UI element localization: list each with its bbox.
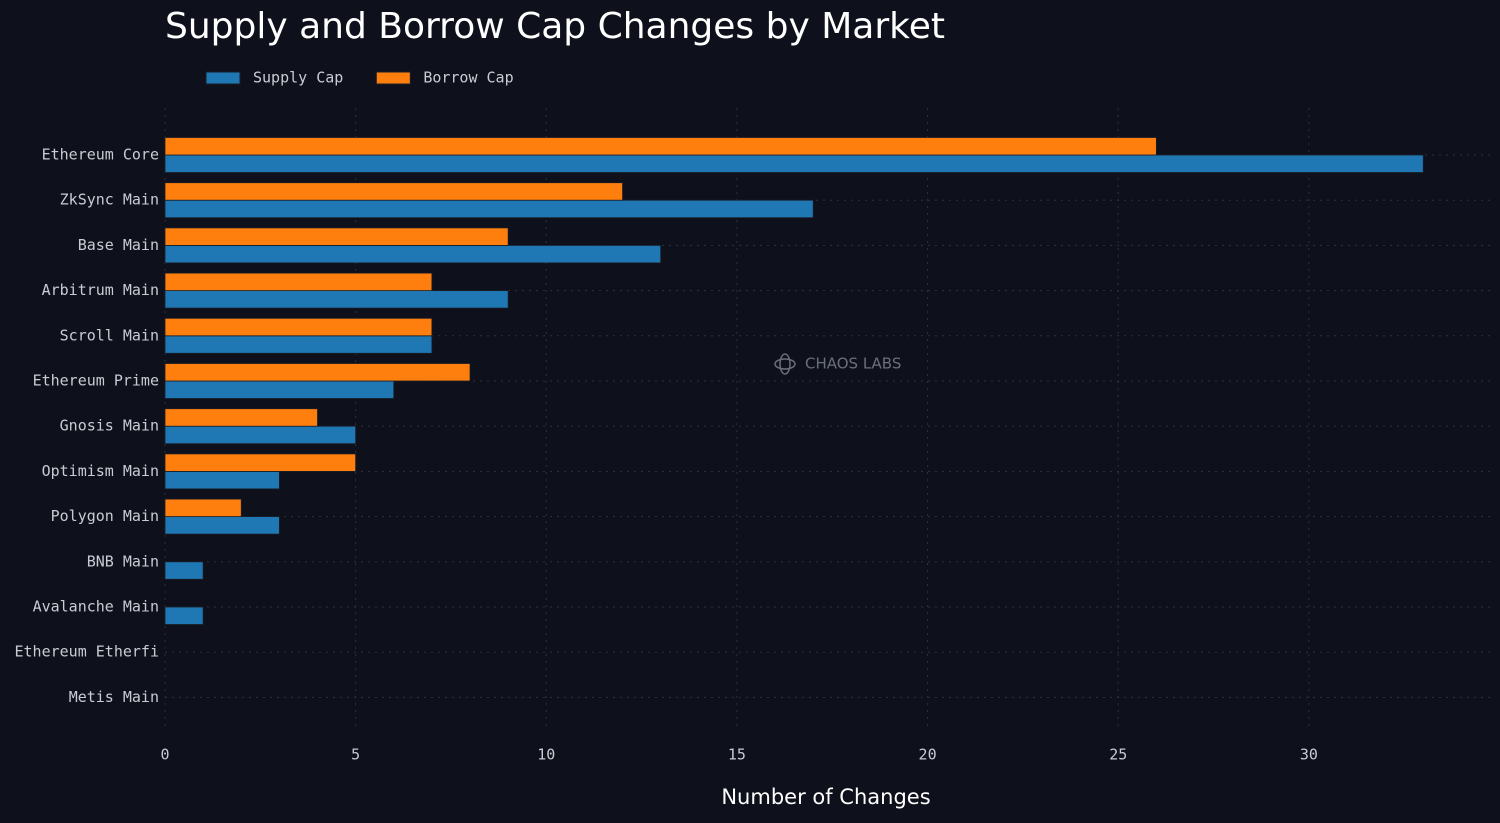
y-tick-label: Ethereum Prime <box>33 372 159 390</box>
bar <box>164 244 662 264</box>
y-tick-label: Polygon Main <box>51 507 159 525</box>
bar <box>164 290 509 309</box>
bar <box>164 363 471 382</box>
x-tick-label: 10 <box>537 746 555 764</box>
bar <box>164 408 318 427</box>
x-tick-label: 15 <box>728 746 746 764</box>
x-axis-title: Number of Changes <box>721 785 930 809</box>
y-tick-label: Scroll Main <box>60 326 159 344</box>
y-tick-label: Ethereum Etherfi <box>15 643 160 661</box>
bar <box>164 272 433 292</box>
y-tick-label: Metis Main <box>69 688 159 706</box>
y-tick-label: Optimism Main <box>42 462 159 480</box>
bar <box>164 199 814 219</box>
x-tick-label: 30 <box>1300 746 1318 764</box>
bar <box>164 154 1424 173</box>
bar <box>164 498 242 518</box>
y-tick-label: Ethereum Core <box>42 146 159 164</box>
bar <box>164 470 280 490</box>
watermark-logo <box>774 353 796 375</box>
bar <box>164 425 357 445</box>
y-tick-label: ZkSync Main <box>60 191 159 209</box>
legend-label: Supply Cap <box>253 69 343 87</box>
bar <box>164 453 357 472</box>
y-tick-label: Base Main <box>78 236 159 254</box>
bar <box>164 606 204 625</box>
chart-title: Supply and Borrow Cap Changes by Market <box>165 6 945 47</box>
x-tick-label: 25 <box>1109 746 1127 764</box>
legend-label: Borrow Cap <box>423 69 513 87</box>
y-tick-label: Gnosis Main <box>60 417 159 435</box>
bar <box>164 137 1157 156</box>
bar <box>164 380 395 399</box>
x-tick-label: 20 <box>919 746 937 764</box>
watermark: CHAOS LABS <box>805 355 901 373</box>
y-tick-label: Arbitrum Main <box>42 281 159 299</box>
y-tick-label: Avalanche Main <box>33 598 159 616</box>
y-tick-label: BNB Main <box>87 552 159 570</box>
bar <box>164 227 509 246</box>
bar <box>164 335 433 354</box>
bar <box>164 182 623 201</box>
bar <box>164 317 433 337</box>
legend-swatch <box>375 71 411 85</box>
legend-swatch <box>205 71 241 85</box>
x-tick-label: 0 <box>160 746 169 764</box>
x-tick-label: 5 <box>351 746 360 764</box>
bar <box>164 561 204 580</box>
bar <box>164 516 280 535</box>
